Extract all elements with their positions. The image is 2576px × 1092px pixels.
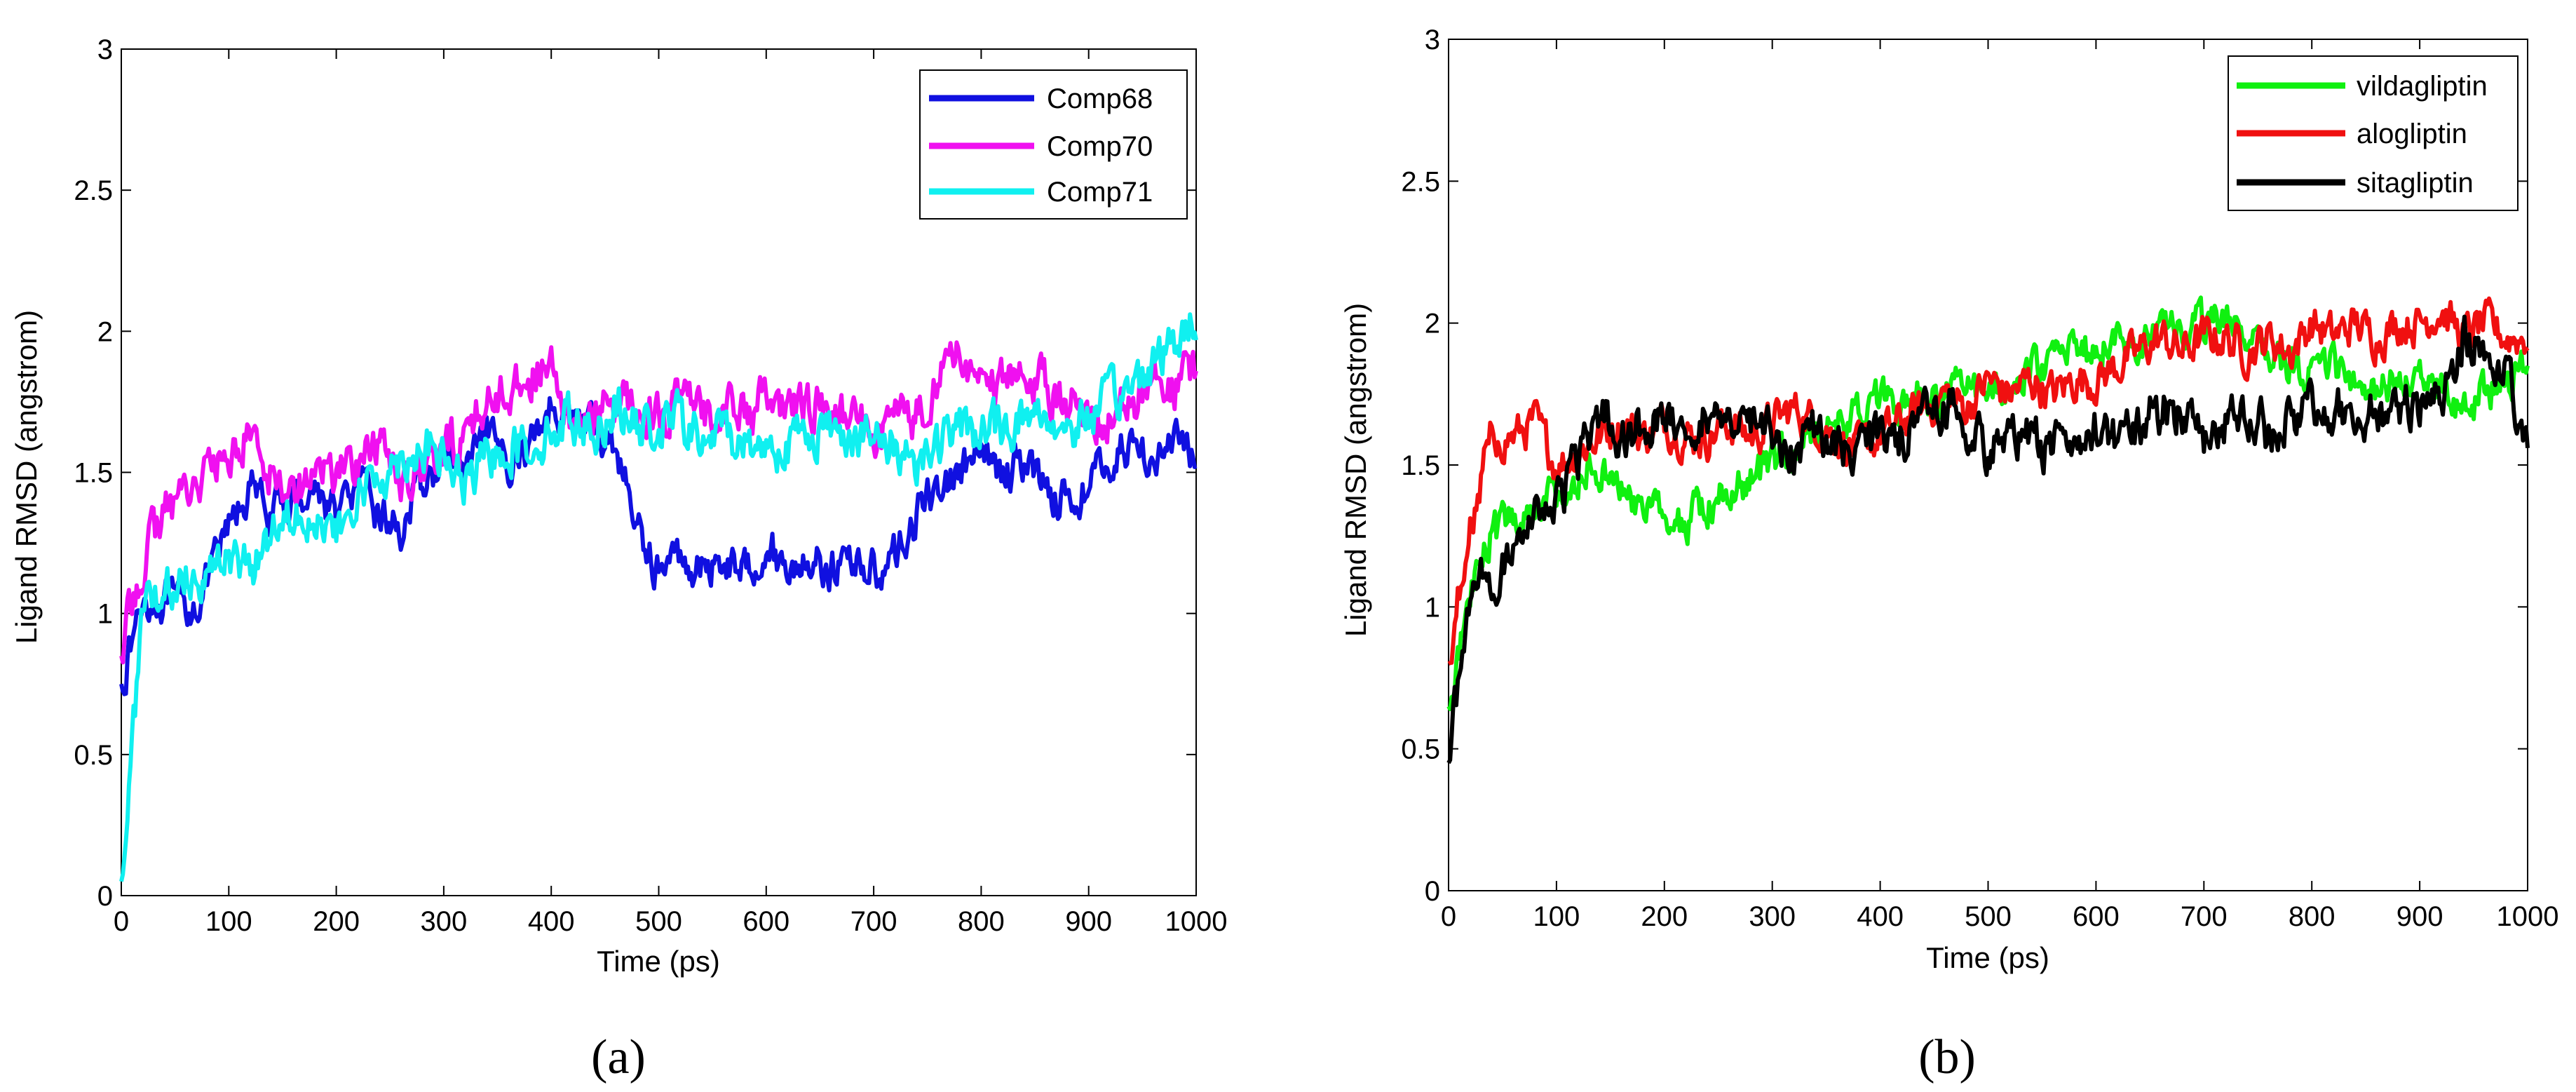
- panel-label-a: (a): [591, 1030, 646, 1084]
- series-line-comp68: [119, 396, 1198, 696]
- series-line-sitagliptin: [1446, 314, 2530, 764]
- y-axis-label-a: Ligand RMSD (angstrom): [10, 310, 43, 644]
- x-tick-label: 1000: [1165, 906, 1228, 937]
- x-tick-label: 500: [1965, 901, 2012, 932]
- legend-a: Comp68 Comp70 Comp71: [919, 69, 1188, 220]
- x-tick-label: 400: [528, 906, 575, 937]
- series-line-comp70: [119, 340, 1198, 665]
- y-tick-label: 0.5: [1401, 734, 1440, 765]
- y-tick-label: 2: [1425, 309, 1440, 339]
- legend-label-comp70: Comp70: [1047, 131, 1153, 162]
- y-tick-label: 0: [97, 881, 113, 912]
- y-tick-label: 2.5: [74, 175, 113, 206]
- series-line-vildagliptin: [1446, 295, 2530, 711]
- x-tick-label: 600: [2073, 901, 2120, 932]
- legend-label-sitagliptin: sitagliptin: [2357, 168, 2474, 198]
- legend-b: vildagliptin alogliptin sitagliptin: [2228, 55, 2519, 211]
- legend-label-comp71: Comp71: [1047, 177, 1153, 208]
- x-ticks-a: 0 100 200 300 400 500 600 700 800 900 1000: [114, 49, 1228, 937]
- x-tick-label: 800: [2289, 901, 2336, 932]
- x-tick-label: 100: [205, 906, 252, 937]
- panel-label-b: (b): [1918, 1030, 1976, 1084]
- x-tick-label: 100: [1533, 901, 1580, 932]
- legend-label-vildagliptin: vildagliptin: [2357, 71, 2488, 102]
- x-tick-label: 800: [958, 906, 1005, 937]
- y-tick-label: 2: [97, 316, 113, 347]
- x-tick-label: 200: [313, 906, 360, 937]
- chart-panel-b: Ligand RMSD (angstrom) 0 0.5 1 1.5 2 2.5 3 0 10…: [1339, 25, 2558, 1084]
- y-tick-label: 0.5: [74, 740, 113, 771]
- x-tick-label: 200: [1641, 901, 1688, 932]
- x-tick-label: 300: [421, 906, 468, 937]
- legend-label-comp68: Comp68: [1047, 83, 1153, 114]
- plot-frame-b: [1448, 39, 2528, 891]
- y-tick-label: 1.5: [1401, 450, 1440, 481]
- x-ticks-b: 0 100 200 300 400 500 600 700 800 900 1000: [1441, 39, 2559, 932]
- y-tick-label: 1: [97, 599, 113, 630]
- y-tick-label: 3: [97, 34, 113, 65]
- y-tick-label: 1: [1425, 592, 1440, 623]
- y-tick-label: 3: [1425, 25, 1440, 55]
- x-tick-label: 0: [1441, 901, 1456, 932]
- x-tick-label: 400: [1857, 901, 1904, 932]
- plot-frame-a: [121, 48, 1197, 896]
- y-tick-label: 1.5: [74, 458, 113, 489]
- x-tick-label: 1000: [2497, 901, 2559, 932]
- x-axis-label-a: Time (ps): [597, 945, 720, 978]
- x-tick-label: 0: [114, 906, 129, 937]
- x-tick-label: 600: [743, 906, 789, 937]
- x-tick-label: 700: [850, 906, 897, 937]
- x-tick-label: 500: [635, 906, 682, 937]
- chart-panel-a: Ligand RMSD (angstrom) 0 0.5 1 1.5 2 2.5 3 0 10…: [10, 34, 1227, 1084]
- y-ticks-b: 0 0.5 1 1.5 2 2.5 3: [1401, 25, 2528, 907]
- x-tick-label: 900: [2397, 901, 2443, 932]
- y-tick-label: 2.5: [1401, 166, 1440, 197]
- x-tick-label: 300: [1749, 901, 1796, 932]
- series-line-comp71: [119, 312, 1198, 882]
- series-layer-b: [1446, 295, 2530, 764]
- y-tick-label: 0: [1425, 876, 1440, 907]
- x-axis-label-b: Time (ps): [1926, 941, 2049, 974]
- y-ticks-a: 0 0.5 1 1.5 2 2.5 3: [74, 34, 1196, 912]
- x-tick-label: 700: [2181, 901, 2228, 932]
- series-layer-a: [119, 312, 1198, 882]
- y-axis-label-b: Ligand RMSD (angstrom): [1339, 303, 1372, 637]
- x-tick-label: 900: [1065, 906, 1112, 937]
- legend-label-alogliptin: alogliptin: [2357, 119, 2467, 149]
